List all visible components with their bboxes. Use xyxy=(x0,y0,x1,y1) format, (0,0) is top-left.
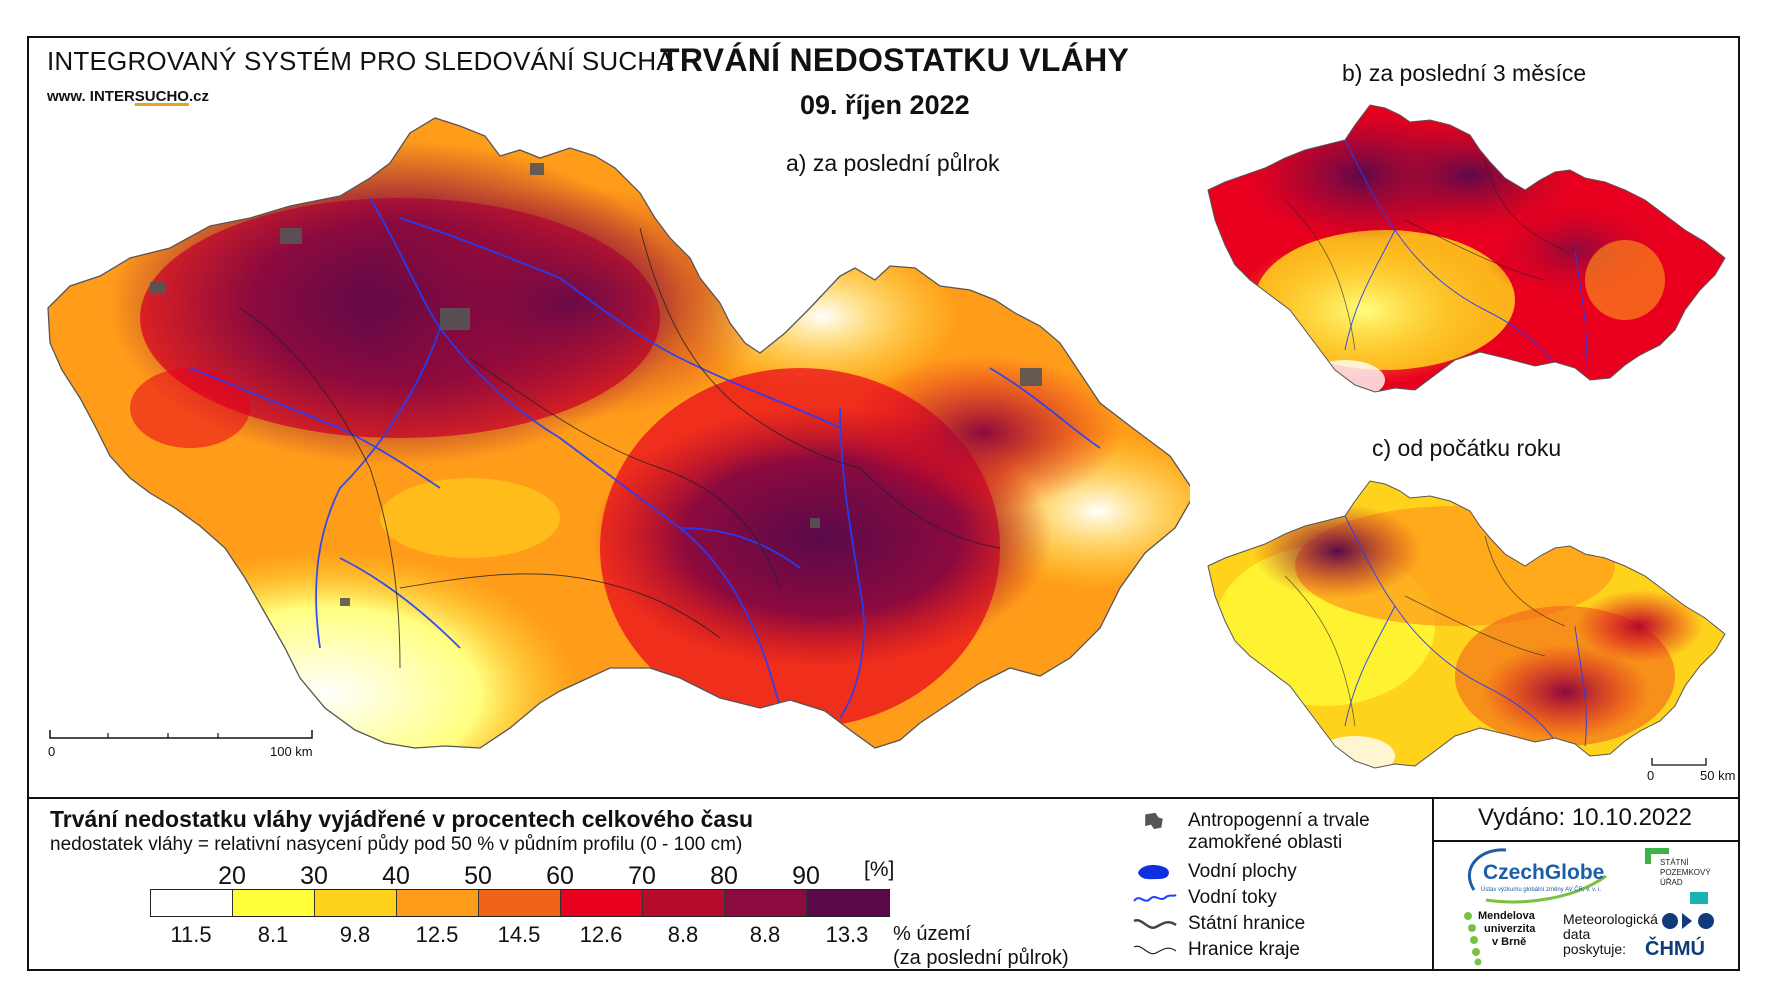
threshold-label: 50 xyxy=(464,862,492,890)
colorbar-cell-0 xyxy=(151,890,233,916)
website-link[interactable]: www. INTERSUCHO.cz xyxy=(47,88,209,105)
spu-logo-text: STÁTNÍ POZEMKOVÝ ÚŘAD xyxy=(1660,858,1711,888)
scale-bar-a xyxy=(49,730,313,739)
threshold-label: 30 xyxy=(300,862,328,890)
mendel-line-2: univerzita xyxy=(1484,923,1536,935)
system-title: INTEGROVANÝ SYSTÉM PRO SLEDOVÁNÍ SUCHA xyxy=(47,46,674,76)
colorbar-cell-4 xyxy=(479,890,561,916)
water-bodies-label: Vodní plochy xyxy=(1188,861,1297,882)
threshold-label: 40 xyxy=(382,862,410,890)
chmu-logo-icon xyxy=(1662,913,1714,929)
legend-rivers: Vodní toky xyxy=(1130,887,1277,909)
map-a-half-year xyxy=(47,117,1190,749)
issued-date: Vydáno: 10.10.2022 xyxy=(1478,804,1692,831)
colorbar-cell-2 xyxy=(315,890,397,916)
water-body-icon xyxy=(1138,865,1169,880)
footer-divider xyxy=(1432,797,1434,971)
colorbar-cell-5 xyxy=(561,890,643,916)
scale-bar-c xyxy=(1651,758,1707,766)
page-title: TRVÁNÍ NEDOSTATKU VLÁHY xyxy=(660,42,1130,78)
anthropogenic-area-icon xyxy=(1145,812,1163,830)
website-prefix: www. INTER xyxy=(47,88,135,105)
area-label-line2: (za poslední půlrok) xyxy=(893,947,1069,969)
issued-divider xyxy=(1432,840,1740,842)
map-date: 09. říjen 2022 xyxy=(800,90,970,120)
colorbar-cell-3 xyxy=(397,890,479,916)
colorbar-cell-1 xyxy=(233,890,315,916)
legend-thresholds: 20 30 40 50 60 70 80 90 xyxy=(150,862,890,890)
colorbar-cell-8 xyxy=(807,890,889,916)
map-c-label: c) od počátku roku xyxy=(1372,435,1562,461)
mendel-line-1: Mendelova xyxy=(1478,910,1535,922)
legend-water-bodies: Vodní plochy xyxy=(1130,861,1297,883)
legend-region-border: Hranice kraje xyxy=(1130,939,1300,961)
area-percent: 12.6 xyxy=(579,922,623,947)
czechglobe-subtitle: Ústav výzkumu globální změny AV ČR, v. v… xyxy=(1481,887,1602,893)
website-brand: SUCHO xyxy=(134,88,189,105)
meteo-line-2: data xyxy=(1563,926,1591,942)
area-percent: 12.5 xyxy=(415,922,459,947)
legend-anthropogenic: Antropogenní a trvale zamokřené oblasti xyxy=(1130,810,1370,854)
legend-area-percents: 11.5 8.1 9.8 12.5 14.5 12.6 8.8 8.8 13.3 xyxy=(150,922,888,948)
legend-band xyxy=(27,797,1740,971)
area-percent: 14.5 xyxy=(497,922,541,947)
legend-title: Trvání nedostatku vláhy vyjádřené v proc… xyxy=(50,806,754,832)
scale-c-end: 50 km xyxy=(1700,768,1736,783)
legend-subtitle: nedostatek vláhy = relativní nasycení pů… xyxy=(50,834,743,855)
website-suffix: .cz xyxy=(188,88,209,105)
state-border-label: Státní hranice xyxy=(1188,913,1306,934)
scale-c-start: 0 xyxy=(1647,768,1655,783)
map-b-three-months xyxy=(1207,104,1726,393)
area-percent: 8.8 xyxy=(749,922,781,947)
legend-colorbar xyxy=(150,889,890,917)
rivers-label: Vodní toky xyxy=(1188,887,1277,908)
colorbar-cell-6 xyxy=(643,890,725,916)
region-border-icon xyxy=(1133,945,1177,955)
threshold-label: 80 xyxy=(710,862,738,890)
threshold-label: 90 xyxy=(792,862,820,890)
area-label-line1: % území xyxy=(893,923,971,945)
chmu-logo-text: ČHMÚ xyxy=(1645,938,1705,960)
spu-logo-icon xyxy=(1645,848,1669,864)
anthropogenic-label-2: zamokřené oblasti xyxy=(1188,832,1343,853)
meteo-data-note: Meteorologická data poskytuje: xyxy=(1563,912,1658,957)
czechglobe-logo xyxy=(1467,848,1607,904)
region-border-label: Hranice kraje xyxy=(1188,939,1300,960)
area-percent: 8.1 xyxy=(257,922,289,947)
area-percent: 8.8 xyxy=(667,922,699,947)
spu-line-1: STÁTNÍ xyxy=(1660,858,1689,867)
area-percent: 11.5 xyxy=(170,922,212,947)
meteo-line-1: Meteorologická xyxy=(1563,911,1658,927)
anthropogenic-label-1: Antropogenní a trvale xyxy=(1188,810,1370,831)
spu-line-2: POZEMKOVÝ xyxy=(1660,868,1711,877)
scale-a-start: 0 xyxy=(48,744,56,759)
map-c-year-to-date xyxy=(1207,480,1726,769)
map-frame xyxy=(27,36,1740,971)
area-label: % území (za poslední půlrok) xyxy=(893,922,1069,970)
mendel-logo-icon xyxy=(1464,912,1482,966)
threshold-label: 70 xyxy=(628,862,656,890)
river-icon xyxy=(1133,894,1177,902)
spu-line-3: ÚŘAD xyxy=(1660,878,1683,887)
meteo-line-3: poskytuje: xyxy=(1563,941,1627,957)
map-a-label: a) za poslední půlrok xyxy=(786,150,1000,176)
threshold-label: 60 xyxy=(546,862,574,890)
czechglobe-name: CzechGlobe xyxy=(1483,861,1605,884)
threshold-label: 20 xyxy=(218,862,246,890)
map-b-label: b) za poslední 3 měsíce xyxy=(1342,60,1587,86)
colorbar-cell-7 xyxy=(725,890,807,916)
mendel-logo-text: Mendelova univerzita v Brně xyxy=(1478,910,1535,949)
area-percent: 13.3 xyxy=(825,922,869,947)
state-border-icon xyxy=(1133,919,1177,929)
mendel-line-3: v Brně xyxy=(1492,936,1527,948)
scale-a-end: 100 km xyxy=(270,744,313,759)
legend-unit: [%] xyxy=(864,858,895,881)
spu-accent-icon xyxy=(1690,892,1708,904)
legend-state-border: Státní hranice xyxy=(1130,913,1305,935)
area-percent: 9.8 xyxy=(339,922,371,947)
